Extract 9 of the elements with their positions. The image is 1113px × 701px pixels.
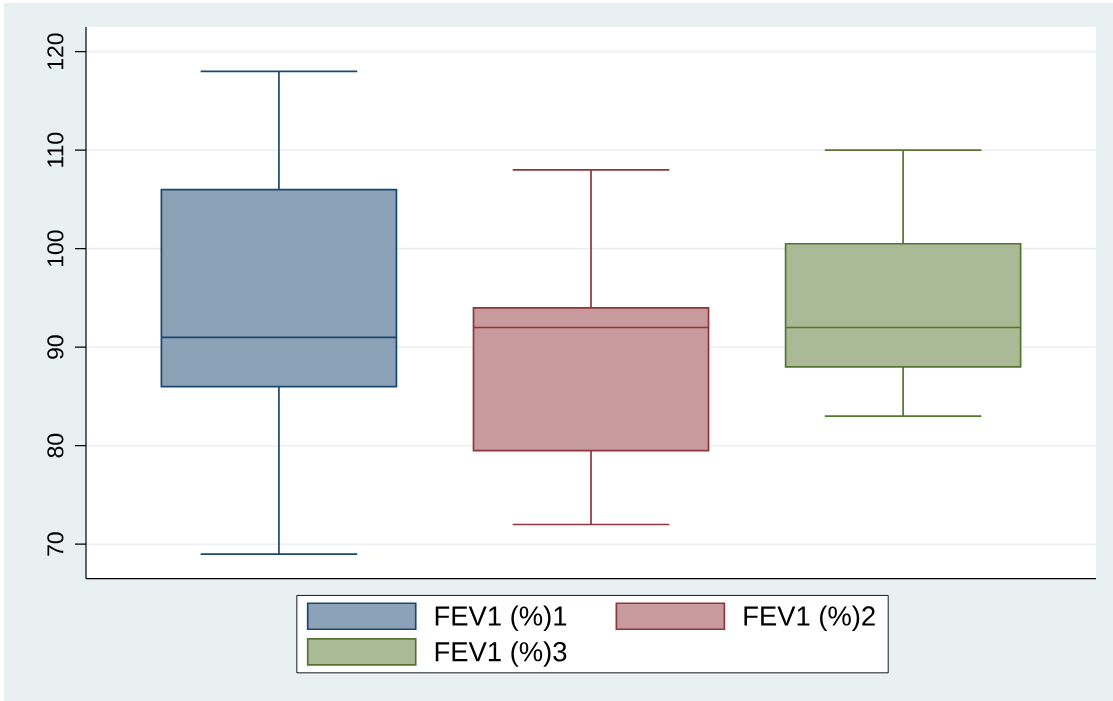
- y-tick-label: 80: [47, 433, 64, 458]
- legend-label: FEV1 (%)3: [435, 641, 567, 667]
- y-tick-label: 70: [47, 532, 64, 556]
- y-tick-label: 100: [47, 230, 64, 267]
- y-tick-label: 90: [47, 335, 64, 359]
- y-tick-label: 120: [47, 33, 64, 69]
- y-tick-label: 110: [47, 132, 64, 167]
- legend-label: FEV1 (%)2: [744, 605, 875, 632]
- legend-label: FEV1 (%)1: [435, 605, 567, 632]
